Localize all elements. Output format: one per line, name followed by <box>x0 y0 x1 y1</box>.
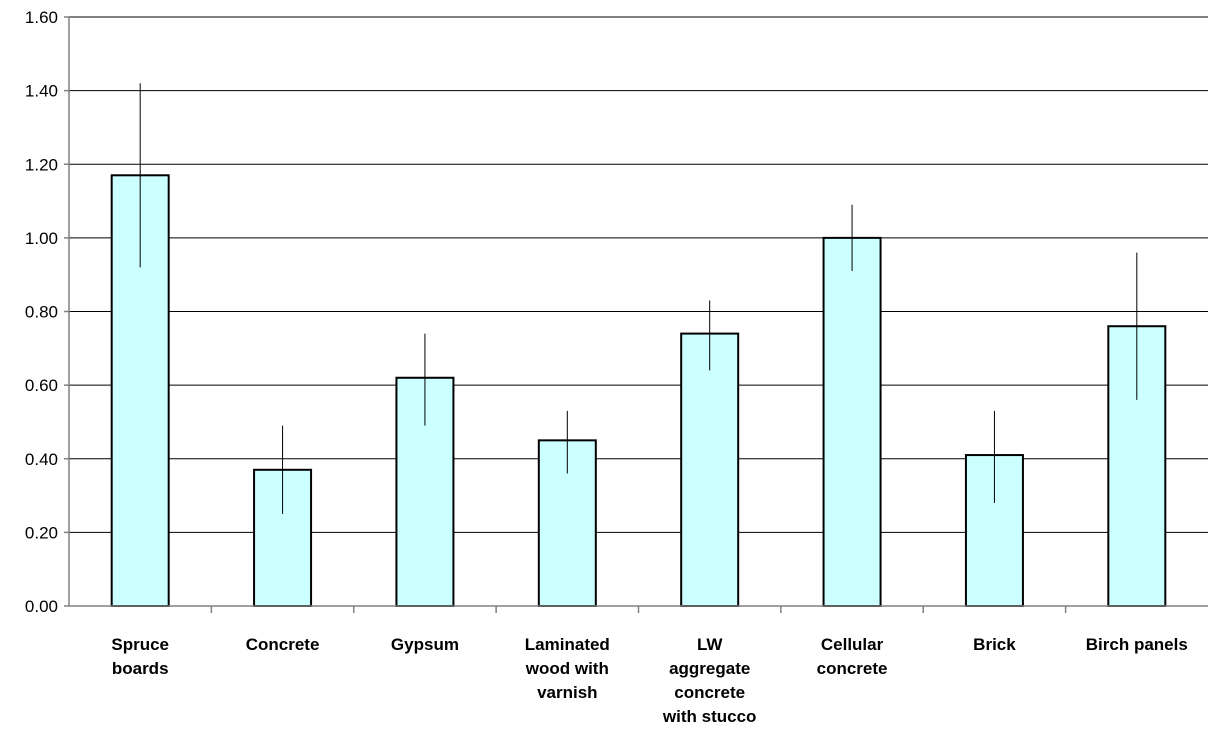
bars <box>110 174 1167 608</box>
bar <box>822 236 882 607</box>
gridlines <box>69 16 1208 533</box>
axes <box>64 16 1208 613</box>
category-label: Concrete <box>246 635 320 654</box>
error-bars <box>139 83 1138 514</box>
category-label-line: Cellular <box>821 635 884 654</box>
y-tick-label: 1.00 <box>25 229 58 248</box>
bar <box>680 332 740 607</box>
y-tick-label: 1.60 <box>25 8 58 27</box>
y-tick-label: 1.20 <box>25 155 58 174</box>
y-tick-label: 0.40 <box>25 450 58 469</box>
y-tick-label: 0.00 <box>25 597 58 616</box>
category-label: Spruce boards <box>111 635 169 678</box>
y-tick-label: 0.80 <box>25 303 58 322</box>
category-label-line: Concrete <box>246 635 320 654</box>
category-label: Brick <box>973 635 1016 654</box>
category-label-line: Gypsum <box>391 635 459 654</box>
category-label-line: concrete <box>674 683 745 702</box>
category-label: Cellular concrete <box>817 635 888 678</box>
x-tick-labels: Spruce boards Concrete Gypsum Laminated wood … <box>111 635 1187 726</box>
y-tick-labels: 0.00 0.20 0.40 0.60 0.80 1.00 1.20 1.40 1.60 <box>25 8 58 616</box>
y-tick-label: 0.60 <box>25 376 58 395</box>
y-tick-label: 0.20 <box>25 523 58 542</box>
category-label: LW aggregate concrete with stucco <box>662 635 757 726</box>
category-label-line: with stucco <box>662 707 757 726</box>
category-label-line: Birch panels <box>1086 635 1188 654</box>
category-label: Gypsum <box>391 635 459 654</box>
category-label: Birch panels <box>1086 635 1188 654</box>
category-label-line: varnish <box>537 683 597 702</box>
category-label-line: concrete <box>817 659 888 678</box>
category-label: Laminated wood with varnish <box>525 635 610 702</box>
category-label-line: boards <box>112 659 169 678</box>
category-label-line: LW <box>697 635 723 654</box>
category-label-line: aggregate <box>669 659 750 678</box>
category-label-line: wood with <box>525 659 609 678</box>
category-label-line: Brick <box>973 635 1016 654</box>
y-tick-label: 1.40 <box>25 82 58 101</box>
category-label-line: Laminated <box>525 635 610 654</box>
category-label-line: Spruce <box>111 635 169 654</box>
